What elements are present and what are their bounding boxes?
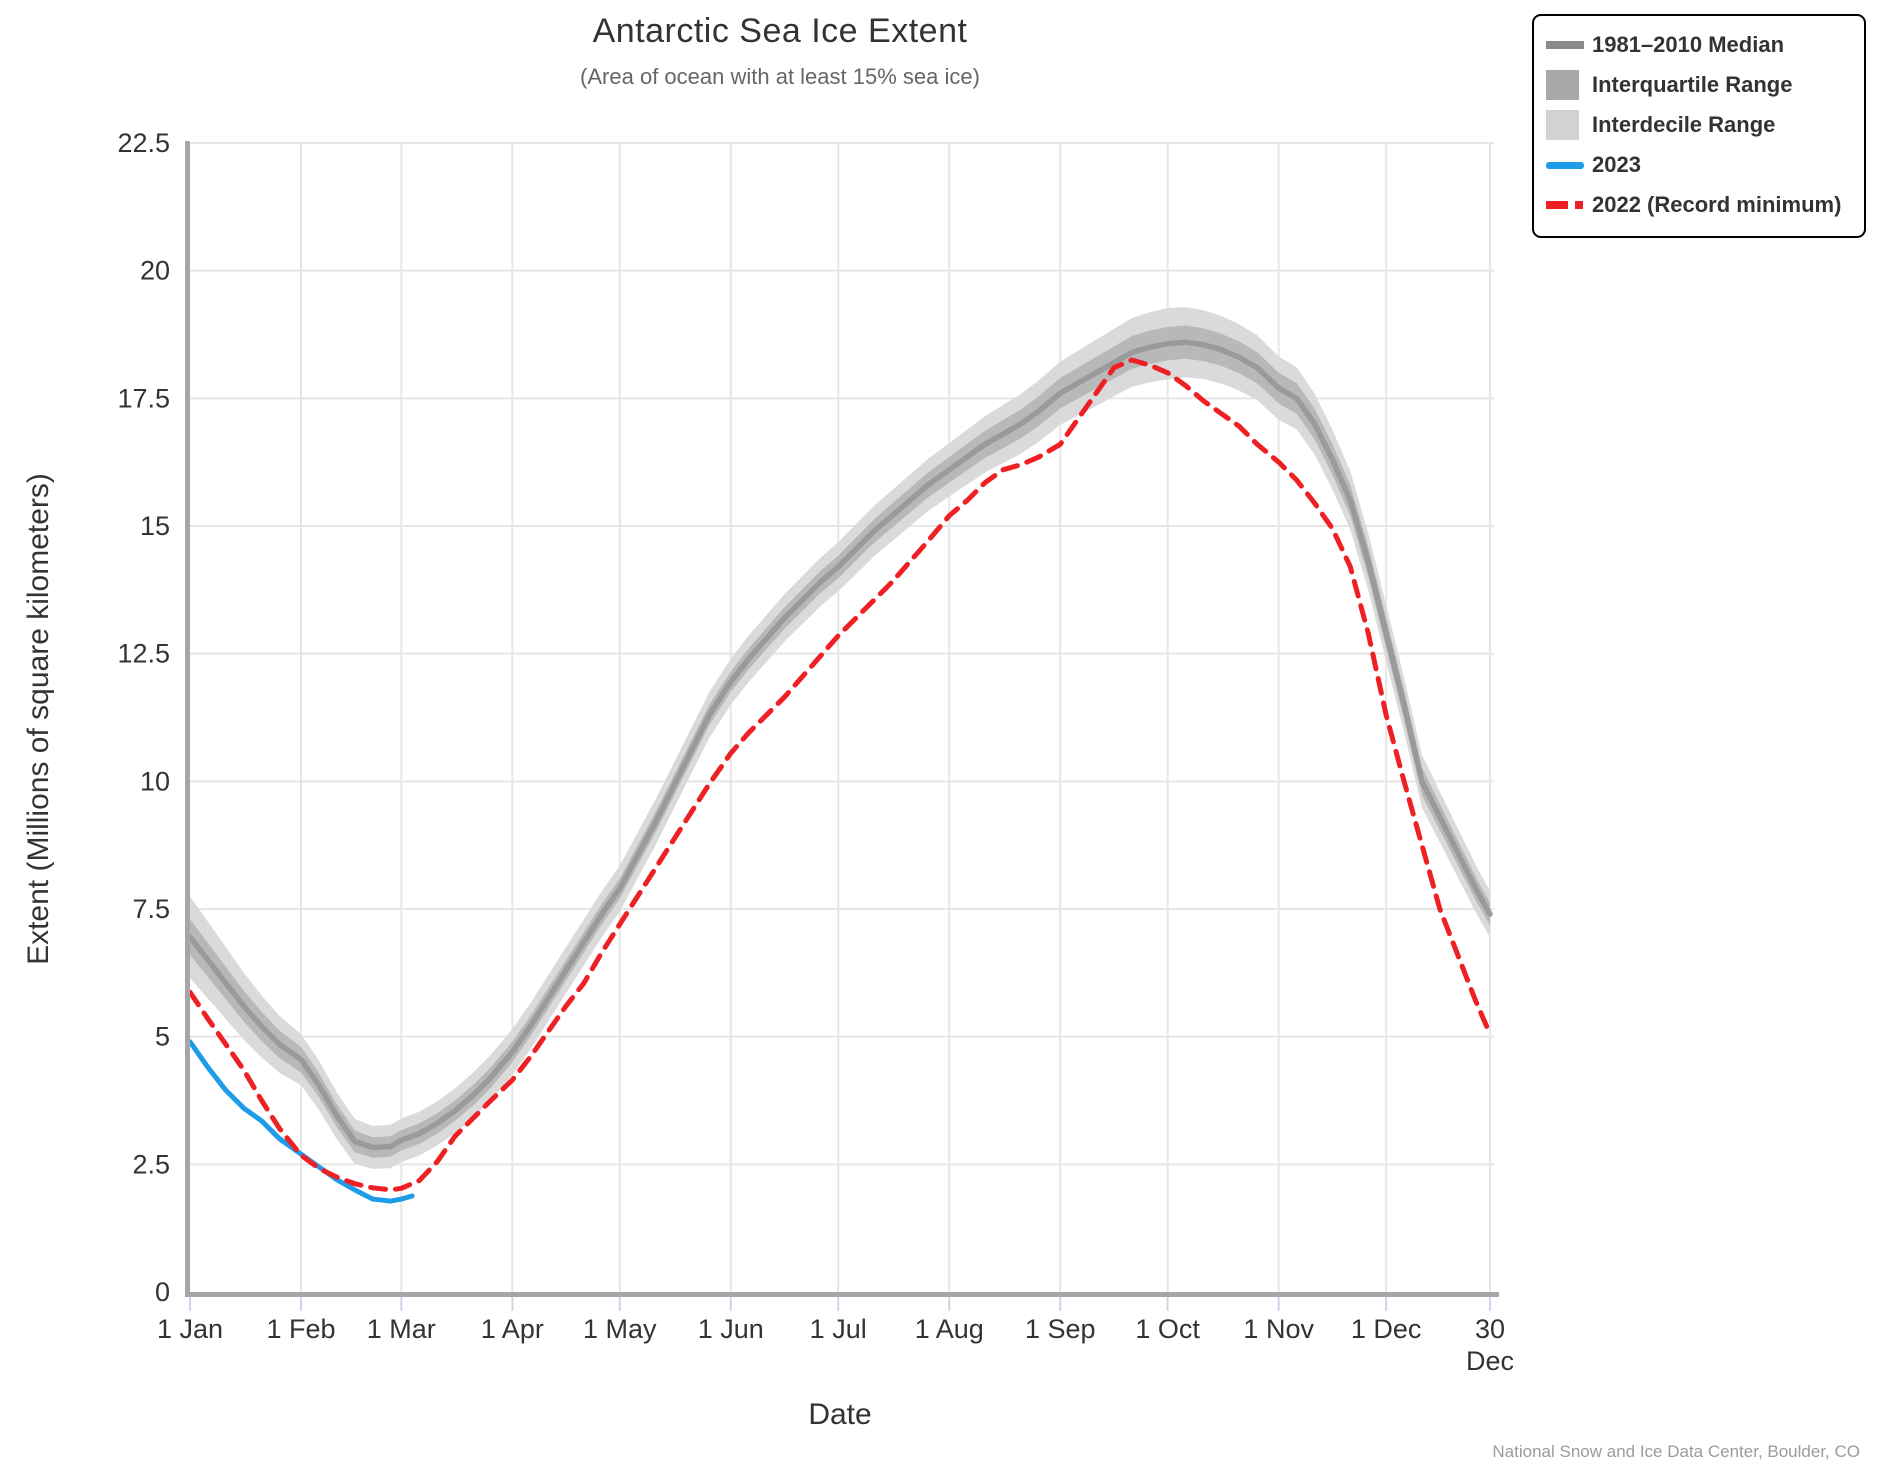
- x-tick-label: 1 Apr: [481, 1314, 544, 1344]
- series-lines: [187, 339, 1493, 1204]
- x-tick-label: 1 Feb: [266, 1314, 335, 1344]
- median-line[interactable]: [187, 339, 1493, 1151]
- x-tick-label-line2: Dec: [1466, 1346, 1514, 1376]
- legend-item-2[interactable]: Interdecile Range: [1546, 105, 1852, 145]
- legend-label: Interquartile Range: [1592, 72, 1793, 97]
- y-tick-label: 5: [155, 1022, 170, 1052]
- legend-swatch-box-icon: [1546, 70, 1592, 100]
- x-tick-label: 1 Oct: [1135, 1314, 1200, 1344]
- x-axis-title: Date: [808, 1398, 872, 1431]
- y-tick-label: 17.5: [117, 383, 170, 413]
- y-tick-label: 7.5: [132, 894, 170, 924]
- legend-item-0[interactable]: 1981–2010 Median: [1546, 25, 1852, 65]
- y-tick-label: 12.5: [117, 639, 170, 669]
- x-tick-label: 1 Aug: [915, 1314, 984, 1344]
- range-bands: [190, 307, 1490, 1169]
- credit: National Snow and Ice Data Center, Bould…: [1492, 1442, 1860, 1461]
- chart-title: Antarctic Sea Ice Extent: [592, 12, 968, 50]
- legend-label: 2022 (Record minimum): [1592, 192, 1842, 217]
- x-tick-label: 1 Sep: [1025, 1314, 1096, 1344]
- chart-subtitle: (Area of ocean with at least 15% sea ice…: [580, 64, 980, 89]
- legend-swatch-dash-icon: [1546, 201, 1592, 209]
- legend-label: 2023: [1592, 152, 1641, 177]
- x-tick-label: 1 Nov: [1243, 1314, 1314, 1344]
- y-tick-label: 22.5: [117, 128, 170, 158]
- x-axis-spine: [185, 1292, 1499, 1297]
- gridlines: [190, 142, 1494, 1292]
- y-tick-label: 0: [155, 1277, 170, 1307]
- x-tick-label: 1 Mar: [367, 1314, 436, 1344]
- legend-swatch-line-icon: [1546, 161, 1592, 169]
- y-tick-label: 20: [140, 256, 170, 286]
- legend-label: 1981–2010 Median: [1592, 32, 1785, 57]
- legend-item-3[interactable]: 2023: [1546, 145, 1852, 185]
- legend-swatch-medianline-icon: [1546, 41, 1592, 49]
- legend-label: Interdecile Range: [1592, 112, 1776, 137]
- x-tick-label: 30: [1475, 1314, 1505, 1344]
- legend-item-4[interactable]: 2022 (Record minimum): [1546, 185, 1852, 225]
- legend-item-1[interactable]: Interquartile Range: [1546, 65, 1852, 105]
- x-tick-label: 1 May: [583, 1314, 657, 1344]
- interquartile-band[interactable]: [190, 325, 1490, 1158]
- legend-swatch-box-icon: [1546, 110, 1592, 140]
- y-axis-spine: [185, 141, 190, 1297]
- line-2022[interactable]: [187, 357, 1493, 1193]
- axis-labels: 0 2.5 5 7.5 10 12.5 15 17.5 20 22.5 1 Jan 1 Feb 1 Ma…: [117, 128, 1514, 1376]
- axes: [185, 141, 1499, 1311]
- x-tick-label: 1 Jun: [698, 1314, 764, 1344]
- y-tick-label: 15: [140, 511, 170, 541]
- x-tick-label: 1 Jan: [157, 1314, 223, 1344]
- interdecile-band[interactable]: [190, 307, 1490, 1169]
- legend: 1981–2010 Median Interquartile Range Inter…: [1532, 14, 1866, 238]
- x-tick-label: 1 Dec: [1351, 1314, 1422, 1344]
- y-tick-label: 2.5: [132, 1149, 170, 1179]
- y-axis-title: Extent (Millions of square kilometers): [22, 473, 55, 965]
- y-tick-label: 10: [140, 766, 170, 796]
- x-tick-label: 1 Jul: [810, 1314, 867, 1344]
